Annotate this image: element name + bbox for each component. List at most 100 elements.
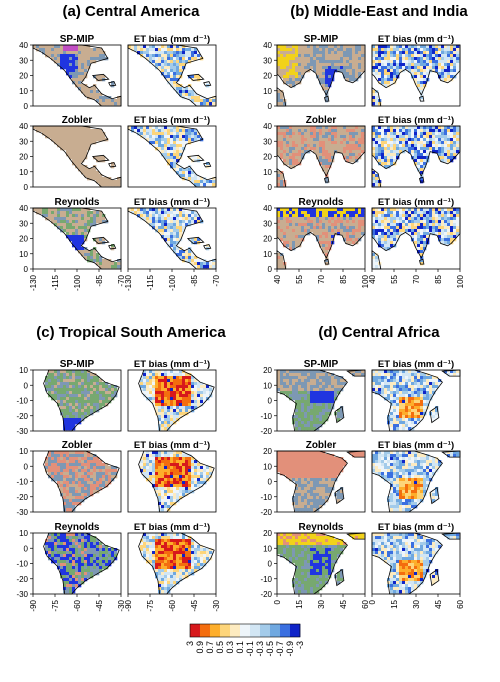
x-tick-label: 85 bbox=[339, 274, 348, 283]
map-texture: Reynolds 40 30 20 10 0-130 -115 -100 -85 -70 bbox=[19, 197, 126, 291]
map-texture: Zobler 40 30 20 10 0 bbox=[19, 115, 122, 192]
coastline bbox=[91, 236, 110, 244]
map-label: Reynolds bbox=[298, 197, 343, 208]
map-texture: Zobler 40 30 20 10 0 bbox=[263, 115, 366, 192]
y-tick-label: 10 bbox=[263, 250, 272, 259]
y-tick-label: 40 bbox=[263, 122, 272, 131]
map-bias: ET bias (mm d⁻¹) bbox=[127, 34, 217, 107]
y-tick-label: -20 bbox=[260, 427, 272, 436]
map-label: ET bias (mm d⁻¹) bbox=[134, 34, 210, 45]
map-bias: ET bias (mm d⁻¹) bbox=[371, 115, 461, 188]
y-tick-label: 10 bbox=[263, 544, 272, 553]
x-tick-label: 70 bbox=[317, 274, 326, 283]
map-raster bbox=[33, 208, 121, 269]
map-raster bbox=[45, 451, 118, 512]
colorbar-swatch bbox=[230, 624, 241, 637]
y-tick-label: 30 bbox=[263, 56, 272, 65]
y-tick-label: 10 bbox=[263, 87, 272, 96]
map-label: Zobler bbox=[62, 115, 93, 126]
x-tick-label: 85 bbox=[434, 274, 443, 283]
x-tick-label: -45 bbox=[95, 599, 104, 611]
map-label: Zobler bbox=[306, 440, 337, 451]
map-raster bbox=[277, 126, 365, 187]
map-label: ET bias (mm d⁻¹) bbox=[378, 359, 454, 370]
y-tick-label: 0 bbox=[268, 183, 273, 192]
map-frame bbox=[371, 369, 461, 432]
coastline bbox=[91, 73, 110, 81]
colorbar-label: -3 bbox=[295, 641, 305, 649]
coastline bbox=[371, 44, 461, 96]
map-frame bbox=[127, 44, 217, 107]
coastline bbox=[334, 568, 345, 587]
x-tick-label: 55 bbox=[295, 274, 304, 283]
coastline bbox=[43, 450, 120, 513]
coastline bbox=[108, 162, 117, 168]
map-frame bbox=[371, 450, 461, 513]
y-tick-label: 0 bbox=[24, 544, 29, 553]
coastline bbox=[276, 369, 348, 432]
y-tick-label: 0 bbox=[268, 478, 273, 487]
y-tick-label: 30 bbox=[19, 137, 28, 146]
colorbar-swatch bbox=[200, 624, 211, 637]
y-tick-label: 30 bbox=[19, 56, 28, 65]
colorbar-swatch bbox=[190, 624, 201, 637]
y-tick-label: 10 bbox=[19, 529, 28, 538]
y-tick-label: -30 bbox=[16, 508, 28, 517]
map-label: Reynolds bbox=[54, 197, 99, 208]
map-bias: ET bias (mm d⁻¹) bbox=[371, 359, 461, 432]
x-tick-label: -60 bbox=[168, 599, 177, 611]
map-texture: Zobler 10 0 -10 -20 -30 bbox=[16, 440, 122, 517]
map-raster bbox=[277, 370, 365, 431]
y-tick-label: 30 bbox=[19, 219, 28, 228]
x-tick-label: -75 bbox=[146, 599, 155, 611]
map-raster bbox=[372, 370, 460, 431]
colorbar-label: 0.1 bbox=[235, 641, 245, 654]
map-label: Zobler bbox=[62, 440, 93, 451]
y-tick-label: 0 bbox=[268, 560, 273, 569]
map-frame bbox=[127, 450, 217, 513]
map-bias: ET bias (mm d⁻¹) bbox=[127, 115, 217, 188]
x-tick-label: -45 bbox=[190, 599, 199, 611]
y-tick-label: 40 bbox=[263, 41, 272, 50]
colorbar-swatch bbox=[240, 624, 251, 637]
coastline bbox=[276, 450, 348, 513]
colorbar-swatch bbox=[280, 624, 291, 637]
panel-title: (c) Tropical South America bbox=[36, 324, 226, 341]
y-tick-label: 10 bbox=[19, 168, 28, 177]
coastline bbox=[429, 568, 440, 587]
map-texture: SP-MIP 40 30 20 10 0 bbox=[263, 34, 366, 111]
map-texture: SP-MIP 10 0 -10 -20 -30 bbox=[16, 359, 122, 436]
panel-title: (b) Middle-East and India bbox=[290, 3, 468, 20]
x-tick-label: -100 bbox=[73, 274, 82, 291]
coastline bbox=[138, 450, 215, 513]
y-tick-label: 20 bbox=[263, 153, 272, 162]
y-tick-label: 0 bbox=[24, 462, 29, 471]
map-raster bbox=[33, 45, 121, 106]
y-tick-label: 20 bbox=[19, 72, 28, 81]
map-texture: SP-MIP 20 10 0 -10 -20 bbox=[260, 359, 366, 436]
colorbar-swatch bbox=[290, 624, 301, 637]
map-label: ET bias (mm d⁻¹) bbox=[134, 115, 210, 126]
x-tick-label: 55 bbox=[390, 274, 399, 283]
coastline bbox=[371, 532, 443, 595]
y-tick-label: 40 bbox=[263, 204, 272, 213]
map-bias: ET bias (mm d⁻¹) bbox=[371, 34, 461, 107]
map-label: Reynolds bbox=[298, 522, 343, 533]
y-tick-label: -10 bbox=[16, 478, 28, 487]
x-tick-label: -130 bbox=[124, 274, 133, 291]
colorbar-swatch bbox=[260, 624, 271, 637]
coastline bbox=[186, 154, 205, 162]
x-tick-label: -115 bbox=[51, 274, 60, 290]
colorbar-swatch bbox=[270, 624, 281, 637]
coastline bbox=[429, 486, 440, 505]
colorbar-swatch bbox=[250, 624, 261, 637]
y-tick-label: -10 bbox=[260, 412, 272, 421]
coastline bbox=[419, 176, 425, 183]
y-tick-label: -10 bbox=[16, 560, 28, 569]
panel-0: (a) Central America SP-MIP 40 30 20 10 0 ET bia… bbox=[19, 3, 221, 291]
y-tick-label: 40 bbox=[19, 204, 28, 213]
y-tick-label: 0 bbox=[268, 265, 273, 274]
x-tick-label: 45 bbox=[434, 599, 443, 608]
map-label: ET bias (mm d⁻¹) bbox=[134, 197, 210, 208]
